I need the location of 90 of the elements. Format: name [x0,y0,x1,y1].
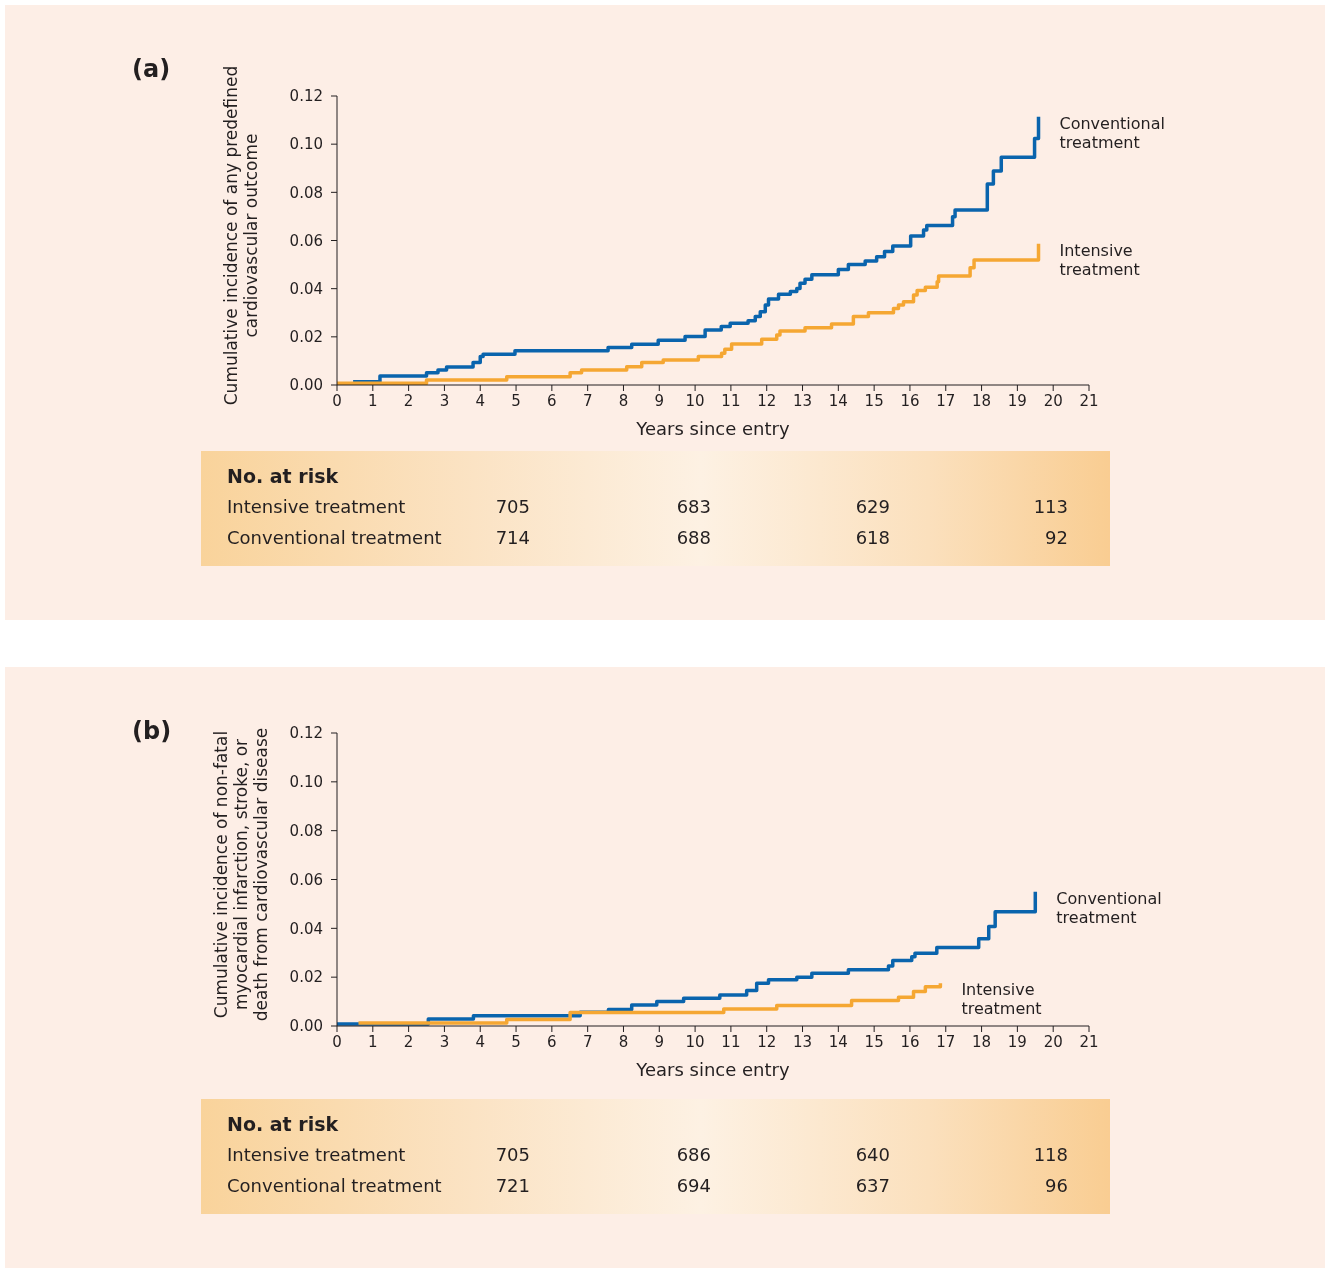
text: 683 [676,496,711,517]
text: No. at risk [227,465,339,487]
x-tick-label: 2 [403,391,414,410]
text: 629 [855,496,890,517]
x-tick-label: 7 [582,1032,593,1051]
x-tick-label: 10 [685,1032,705,1051]
x-tick-label: 19 [1007,1032,1027,1051]
y-tick-label: 0.12 [289,724,323,743]
y-axis-title: Cumulative incidence of non-fatal myocardial infarction, stroke, or death from cardiovascular disease [211,727,271,1022]
x-tick-label: 17 [936,1032,956,1051]
x-tick-label: 15 [864,1032,884,1051]
y-tick-label: 0.02 [289,328,323,347]
text: 640 [855,1144,890,1165]
x-tick-label: 20 [1043,1032,1063,1051]
x-tick-label: 16 [900,1032,920,1051]
x-axis-title: Years since entry [635,418,790,439]
text: Intensive treatment [227,1144,406,1165]
text: Conventional treatment [227,1175,442,1196]
x-tick-label: 0 [332,391,342,410]
series-label: Intensive treatment [961,980,1042,1019]
y-tick-label: 0.04 [289,919,323,938]
x-tick-label: 16 [900,391,920,410]
x-tick-label: 6 [547,1032,557,1051]
y-axis-title: Cumulative incidence of any predefined cardiovascular outcome [221,65,261,406]
x-tick-label: 18 [972,391,992,410]
text: 714 [495,527,530,548]
text: Intensive treatment [227,496,406,517]
text: 96 [1045,1175,1068,1196]
y-tick-label: 0.12 [289,87,323,106]
x-tick-label: 15 [864,391,884,410]
text: 92 [1045,527,1068,548]
x-tick-label: 5 [511,1032,521,1051]
text: Conventional treatment [227,527,442,548]
x-tick-label: 1 [368,1032,378,1051]
x-axis-title: Years since entry [635,1059,790,1080]
x-tick-label: 21 [1079,391,1099,410]
text: 686 [676,1144,711,1165]
x-tick-label: 8 [618,1032,629,1051]
x-tick-label: 0 [332,1032,342,1051]
y-tick-label: 0.08 [289,821,323,840]
text: 637 [855,1175,890,1196]
y-tick-label: 0.10 [289,135,323,154]
x-tick-label: 19 [1007,391,1027,410]
text: 688 [676,527,711,548]
text: No. at risk [227,1113,339,1135]
x-tick-label: 20 [1043,391,1063,410]
x-tick-label: 7 [582,391,593,410]
chart-title: (b) [132,717,172,745]
x-tick-label: 2 [403,1032,414,1051]
text: 118 [1033,1144,1068,1165]
y-tick-label: 0.08 [289,183,323,202]
y-tick-label: 0.00 [289,1017,323,1036]
x-tick-label: 12 [757,1032,777,1051]
text: 113 [1033,496,1068,517]
x-tick-label: 9 [654,1032,665,1051]
x-tick-label: 14 [828,391,848,410]
x-tick-label: 10 [685,391,705,410]
x-tick-label: 11 [721,1032,741,1051]
series-label: Intensive treatment [1059,240,1140,279]
x-tick-label: 5 [511,391,521,410]
x-tick-label: 14 [828,1032,848,1051]
text: 705 [495,1144,530,1165]
x-tick-label: 4 [475,391,486,410]
y-tick-label: 0.00 [289,376,323,395]
y-tick-label: 0.06 [289,870,323,889]
x-tick-label: 12 [757,391,777,410]
x-tick-label: 9 [654,391,665,410]
y-tick-label: 0.06 [289,231,323,250]
x-tick-label: 1 [368,391,378,410]
x-tick-label: 11 [721,391,741,410]
y-tick-label: 0.04 [289,279,323,298]
series-label: Conventional treatment [1056,888,1162,927]
x-tick-label: 3 [439,1032,450,1051]
x-tick-label: 6 [547,391,557,410]
y-tick-label: 0.02 [289,968,323,987]
series-label: Conventional treatment [1059,113,1165,152]
x-tick-label: 17 [936,391,956,410]
x-tick-label: 21 [1079,1032,1099,1051]
text: 705 [495,496,530,517]
text: 721 [495,1175,530,1196]
chart-title: (a) [132,55,171,83]
text: 618 [855,527,890,548]
x-tick-label: 18 [972,1032,992,1051]
x-tick-label: 13 [792,391,813,410]
x-tick-label: 3 [439,391,450,410]
y-tick-label: 0.10 [289,773,323,792]
x-tick-label: 8 [618,391,629,410]
x-tick-label: 13 [792,1032,813,1051]
text: 694 [676,1175,711,1196]
x-tick-label: 4 [475,1032,486,1051]
